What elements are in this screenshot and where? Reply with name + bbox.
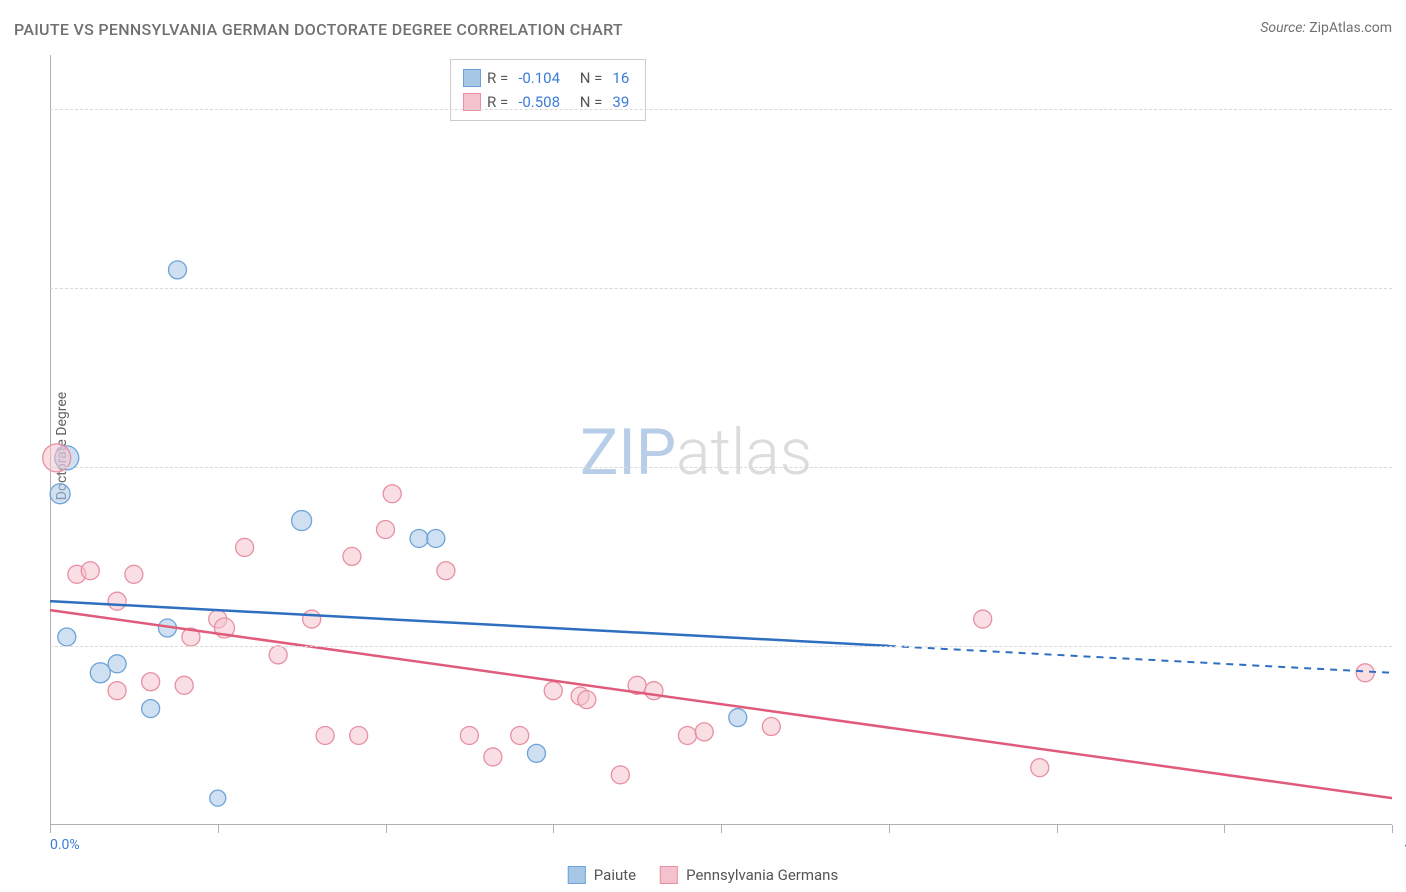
data-point xyxy=(316,726,334,744)
bottom-legend-item-penn: Pennsylvania Germans xyxy=(660,866,838,884)
x-tick xyxy=(721,825,722,833)
x-axis-min-label: 0.0% xyxy=(50,837,80,853)
stats-legend: R = -0.104 N = 16 R = -0.508 N = 39 xyxy=(450,59,646,121)
data-point xyxy=(578,691,596,709)
data-point xyxy=(168,261,186,279)
chart-title: PAIUTE VS PENNSYLVANIA GERMAN DOCTORATE … xyxy=(14,20,623,39)
data-point xyxy=(125,565,143,583)
data-point xyxy=(974,610,992,628)
gridline xyxy=(50,109,1392,110)
data-point xyxy=(383,485,401,503)
source-value: ZipAtlas.com xyxy=(1309,20,1392,36)
stats-legend-row-1: R = -0.104 N = 16 xyxy=(463,66,633,90)
data-point xyxy=(343,547,361,565)
chart-svg xyxy=(50,55,1392,825)
data-point xyxy=(108,682,126,700)
bottom-legend-label-2: Pennsylvania Germans xyxy=(686,866,838,884)
data-point xyxy=(460,726,478,744)
trend-line xyxy=(50,610,1392,798)
bottom-legend-item-paiute: Paiute xyxy=(568,866,636,884)
data-point xyxy=(350,726,368,744)
data-point xyxy=(695,723,713,741)
data-point xyxy=(108,655,126,673)
plot-area: ZIPatlas R = -0.104 N = 16 R = -0.508 N … xyxy=(50,55,1392,825)
data-point xyxy=(377,521,395,539)
x-tick xyxy=(1057,825,1058,833)
data-point xyxy=(269,646,287,664)
data-point xyxy=(527,744,545,762)
x-tick xyxy=(386,825,387,833)
data-point xyxy=(544,682,562,700)
data-point xyxy=(81,562,99,580)
legend-swatch-paiute xyxy=(463,69,481,87)
data-point xyxy=(645,682,663,700)
n-value-1: 16 xyxy=(608,69,633,87)
gridline xyxy=(50,467,1392,468)
bottom-legend: Paiute Pennsylvania Germans xyxy=(568,866,838,884)
data-point xyxy=(236,538,254,556)
bottom-swatch-penn xyxy=(660,866,678,884)
data-point xyxy=(511,726,529,744)
data-point xyxy=(142,673,160,691)
r-label: R = xyxy=(487,69,508,87)
data-point xyxy=(90,663,110,683)
data-point xyxy=(58,628,76,646)
x-tick xyxy=(50,825,51,833)
data-point xyxy=(437,562,455,580)
bottom-swatch-paiute xyxy=(568,866,586,884)
n-label: N = xyxy=(580,69,603,87)
data-point xyxy=(484,748,502,766)
x-tick xyxy=(553,825,554,833)
gridline xyxy=(50,288,1392,289)
data-point xyxy=(611,766,629,784)
data-point xyxy=(108,592,126,610)
trend-line-extrapolated xyxy=(889,646,1392,673)
x-tick xyxy=(218,825,219,833)
data-point xyxy=(50,484,70,504)
bottom-legend-label-1: Paiute xyxy=(594,866,636,884)
data-point xyxy=(729,709,747,727)
data-point xyxy=(292,511,312,531)
x-tick xyxy=(889,825,890,833)
data-point xyxy=(427,529,445,547)
source-label: Source: xyxy=(1260,20,1309,36)
data-point xyxy=(762,718,780,736)
data-point xyxy=(210,790,226,806)
x-tick xyxy=(1224,825,1225,833)
r-value-1: -0.104 xyxy=(514,69,564,87)
stats-legend-row-2: R = -0.508 N = 39 xyxy=(463,90,633,114)
data-point xyxy=(303,610,321,628)
x-tick xyxy=(1392,825,1393,833)
data-point xyxy=(678,726,696,744)
gridline xyxy=(50,646,1392,647)
data-point xyxy=(1356,664,1374,682)
data-point xyxy=(1031,759,1049,777)
source-attribution: Source: ZipAtlas.com xyxy=(1260,20,1392,36)
data-point xyxy=(142,700,160,718)
data-point xyxy=(410,529,428,547)
data-point xyxy=(175,676,193,694)
